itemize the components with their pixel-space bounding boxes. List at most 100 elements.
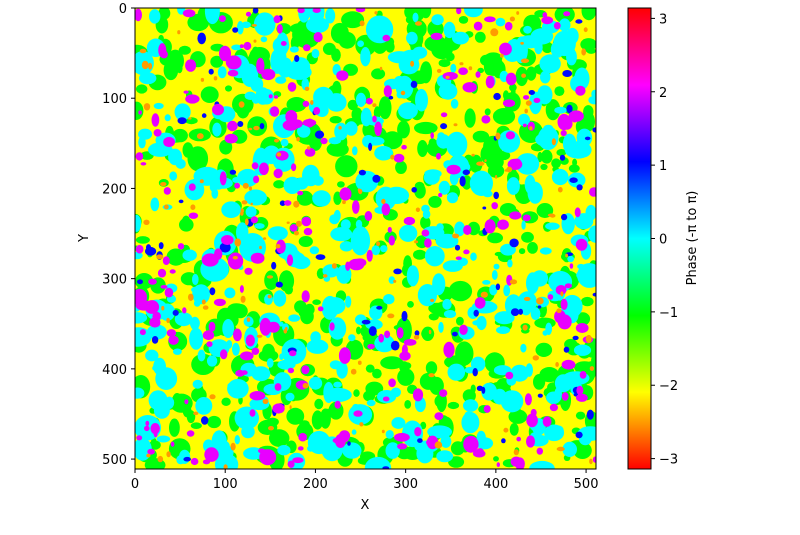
phase-blob [450, 63, 457, 73]
phase-blob [566, 48, 577, 66]
phase-blob [545, 222, 560, 230]
phase-blob [302, 164, 320, 187]
phase-blob [490, 28, 499, 37]
phase-blob [137, 279, 143, 285]
phase-blob [150, 197, 160, 212]
phase-blob [564, 283, 573, 289]
phase-blob [382, 396, 390, 402]
phase-blob [297, 124, 311, 138]
phase-blob [204, 447, 219, 462]
phase-blob [540, 70, 551, 84]
phase-blob [227, 69, 239, 77]
phase-blob [529, 460, 555, 469]
phase-blob [453, 123, 458, 127]
phase-blob [164, 204, 169, 210]
phase-blob [185, 94, 200, 104]
phase-blob [592, 292, 596, 297]
phase-blob [484, 108, 491, 116]
phase-blob [356, 326, 361, 335]
phase-blob [259, 245, 262, 250]
phase-blob [242, 182, 249, 189]
heatmap-area [134, 7, 597, 470]
phase-blob [539, 247, 552, 255]
phase-blob [565, 253, 568, 258]
phase-blob [273, 15, 281, 24]
phase-blob [424, 238, 432, 248]
phase-blob [512, 158, 522, 169]
phase-blob [393, 153, 405, 163]
phase-blob [248, 186, 252, 191]
phase-blob [250, 252, 265, 264]
phase-blob [422, 209, 431, 219]
phase-blob [366, 249, 373, 262]
phase-blob [415, 21, 422, 26]
phase-blob [435, 233, 459, 249]
phase-blob [330, 227, 353, 242]
phase-blob [253, 39, 257, 43]
phase-blob [476, 161, 485, 166]
phase-blob [388, 235, 395, 246]
phase-blob [143, 219, 150, 225]
phase-blob [470, 384, 476, 394]
phase-blob [306, 339, 329, 354]
phase-blob [250, 216, 259, 224]
phase-blob [350, 368, 357, 375]
phase-blob [481, 115, 491, 124]
phase-blob [224, 287, 236, 299]
phase-blob [411, 187, 418, 193]
phase-blob [358, 190, 362, 194]
phase-blob [439, 389, 448, 397]
phase-blob [312, 190, 331, 207]
phase-blob [162, 256, 170, 265]
phase-blob [515, 153, 540, 175]
phase-blob [138, 136, 146, 149]
phase-blob [192, 273, 199, 286]
phase-blob [523, 25, 532, 34]
phase-blob [153, 357, 167, 376]
colorbar-tick-label: 1 [659, 159, 667, 174]
phase-blob [297, 446, 304, 451]
phase-blob [530, 408, 537, 417]
phase-blob [442, 298, 452, 310]
phase-blob [135, 251, 143, 260]
phase-blob [166, 49, 184, 72]
phase-blob [510, 364, 529, 382]
phase-blob [202, 305, 209, 310]
phase-blob [403, 216, 416, 226]
phase-blob [528, 90, 535, 95]
phase-blob [270, 106, 280, 117]
phase-blob [218, 15, 226, 22]
phase-blob [494, 311, 515, 325]
phase-blob [259, 449, 277, 466]
phase-blob [497, 219, 509, 230]
phase-blob [187, 13, 210, 32]
phase-blob [277, 445, 291, 456]
phase-blob [440, 435, 452, 448]
phase-blob [561, 213, 568, 221]
phase-blob [529, 126, 533, 131]
phase-blob [164, 114, 171, 122]
phase-blob [322, 274, 328, 278]
phase-blob [353, 258, 367, 267]
phase-blob [560, 130, 567, 137]
phase-blob [468, 8, 477, 14]
phase-blob [456, 316, 464, 326]
phase-blob [358, 169, 366, 176]
phase-blob [537, 85, 553, 105]
phase-blob [505, 131, 515, 140]
phase-blob [413, 335, 420, 340]
phase-blob [217, 66, 227, 79]
phase-blob [413, 249, 427, 260]
phase-blob [244, 267, 253, 275]
phase-blob [204, 8, 220, 25]
phase-blob [436, 450, 454, 463]
phase-blob [533, 188, 541, 197]
phase-blob [201, 253, 219, 267]
phase-blob [381, 203, 391, 216]
phase-blob [402, 103, 416, 118]
phase-blob [148, 278, 157, 285]
phase-blob [364, 211, 373, 221]
phase-blob [562, 441, 577, 457]
phase-blob [207, 415, 222, 429]
phase-blob [387, 226, 392, 233]
